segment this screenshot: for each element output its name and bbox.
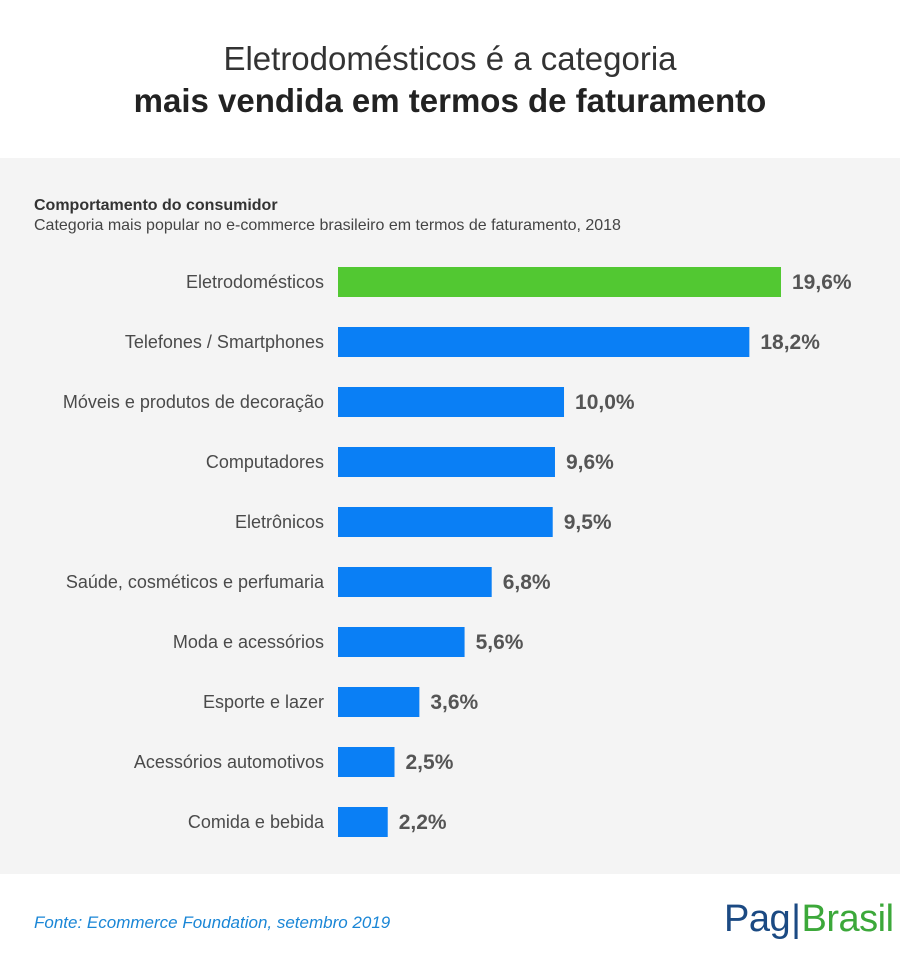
- category-label: Saúde, cosméticos e perfumaria: [66, 572, 325, 592]
- headline-line-1: Eletrodomésticos é a categoria: [223, 40, 677, 77]
- source-note: Fonte: Ecommerce Foundation, setembro 20…: [34, 913, 391, 932]
- logo-pag-text: Pag: [724, 898, 791, 940]
- category-label: Acessórios automotivos: [134, 752, 324, 772]
- value-label: 10,0%: [575, 391, 635, 414]
- value-label: 2,2%: [399, 811, 447, 834]
- category-label: Computadores: [206, 452, 324, 472]
- logo-separator: |: [791, 898, 801, 940]
- bar: [338, 507, 553, 537]
- bar: [338, 567, 492, 597]
- bar: [338, 687, 420, 717]
- headline-line-2: mais vendida em termos de faturamento: [133, 82, 767, 119]
- category-label: Eletrônicos: [235, 512, 324, 532]
- category-label: Moda e acessórios: [173, 632, 324, 652]
- category-label: Comida e bebida: [188, 812, 325, 832]
- bar-chart: Eletrodomésticos 19,6% Telefones / Smartph…: [63, 267, 852, 837]
- category-label: Eletrodomésticos: [186, 272, 324, 292]
- value-label: 6,8%: [503, 571, 551, 594]
- logo-brasil-text: Brasil: [801, 898, 895, 940]
- value-label: 19,6%: [792, 271, 852, 294]
- bar: [338, 747, 395, 777]
- bar: [338, 267, 781, 297]
- chart-title: Comportamento do consumidor: [34, 197, 278, 214]
- category-label: Móveis e produtos de decoração: [63, 392, 324, 412]
- value-label: 2,5%: [406, 751, 454, 774]
- bar: [338, 327, 750, 357]
- category-label: Telefones / Smartphones: [125, 332, 324, 352]
- value-label: 18,2%: [760, 331, 820, 354]
- value-label: 9,5%: [564, 511, 612, 534]
- bar: [338, 627, 465, 657]
- bar: [338, 447, 555, 477]
- value-label: 9,6%: [566, 451, 614, 474]
- value-label: 5,6%: [476, 631, 524, 654]
- category-label: Esporte e lazer: [203, 692, 324, 712]
- pagbrasil-logo: Pag|Brasil: [724, 898, 894, 941]
- chart-subtitle: Categoria mais popular no e-commerce bra…: [34, 217, 621, 234]
- bar: [338, 387, 565, 417]
- value-label: 3,6%: [430, 691, 478, 714]
- bar: [338, 807, 388, 837]
